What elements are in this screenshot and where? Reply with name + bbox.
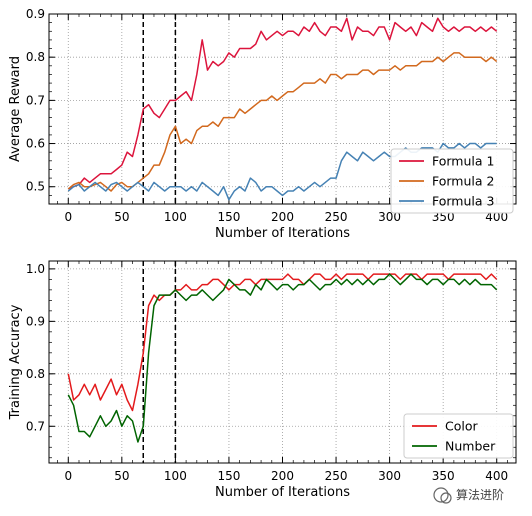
- legend-box: [390, 148, 514, 214]
- x-tick-label: 350: [432, 469, 455, 483]
- plot-frame: [48, 260, 517, 464]
- series-line-formula-1: [68, 17, 498, 190]
- series-line-number: [67, 273, 498, 443]
- y-tick-label: 0.9: [26, 314, 45, 328]
- watermark-text: 算法进阶: [456, 487, 504, 502]
- x-tick-label: 250: [325, 469, 348, 483]
- series-line-formula-3: [67, 142, 497, 201]
- legend-box: [403, 413, 514, 459]
- y-tick-label: 0.6: [26, 137, 45, 151]
- y-tick-label: 0.5: [26, 180, 45, 194]
- x-tick-label: 400: [485, 469, 508, 483]
- legend-entry-label: Formula 3: [432, 194, 494, 209]
- y-axis-label: Average Reward: [8, 56, 23, 162]
- x-tick-label: 300: [378, 469, 401, 483]
- wechat-icon-inner: [440, 492, 452, 504]
- wechat-icon: [433, 487, 449, 503]
- y-tick-label: 1.0: [26, 262, 45, 276]
- x-tick-label: 100: [164, 210, 187, 224]
- x-tick-label: 150: [217, 469, 240, 483]
- x-tick-label: 200: [271, 210, 294, 224]
- x-tick-label: 200: [271, 469, 294, 483]
- legend: Color Number: [403, 413, 514, 459]
- x-tick-label: 250: [325, 210, 348, 224]
- legend-entry-label: Color: [445, 419, 478, 434]
- x-tick-label: 0: [64, 210, 72, 224]
- y-tick-label: 0.7: [26, 419, 45, 433]
- y-tick-label: 0.7: [26, 93, 45, 107]
- legend-entry-label: Formula 1: [432, 154, 494, 169]
- x-tick-label: 100: [164, 469, 187, 483]
- chart-1: 0 50 100 150 200 250 300 350 4000.50.60.70.80.9N…: [8, 7, 517, 241]
- plot-frame: [48, 13, 517, 205]
- y-tick-label: 0.8: [26, 367, 45, 381]
- x-axis-label: Number of Iterations: [215, 226, 350, 241]
- series-line-color: [67, 273, 498, 412]
- y-tick-label: 0.8: [26, 50, 45, 64]
- chart-2: 0 50 100 150 200 250 300 350 400 0.7 0.8 0.9 1.0 Numb…: [8, 260, 517, 500]
- watermark: 算法进阶: [433, 487, 504, 504]
- x-tick-label: 50: [114, 469, 129, 483]
- y-tick-label: 0.9: [26, 7, 45, 21]
- legend: Formula 1 Formula 2 Formula 3: [390, 148, 514, 214]
- series-line-formula-2: [67, 52, 498, 192]
- x-tick-label: 50: [114, 210, 129, 224]
- y-axis-label: Training Accuracy: [8, 304, 23, 420]
- legend-entry-label: Formula 2: [432, 174, 494, 189]
- legend-entry-label: Number: [445, 439, 496, 454]
- x-tick-label: 150: [217, 210, 240, 224]
- x-tick-label: 0: [64, 469, 72, 483]
- x-axis-label: Number of Iterations: [215, 485, 350, 500]
